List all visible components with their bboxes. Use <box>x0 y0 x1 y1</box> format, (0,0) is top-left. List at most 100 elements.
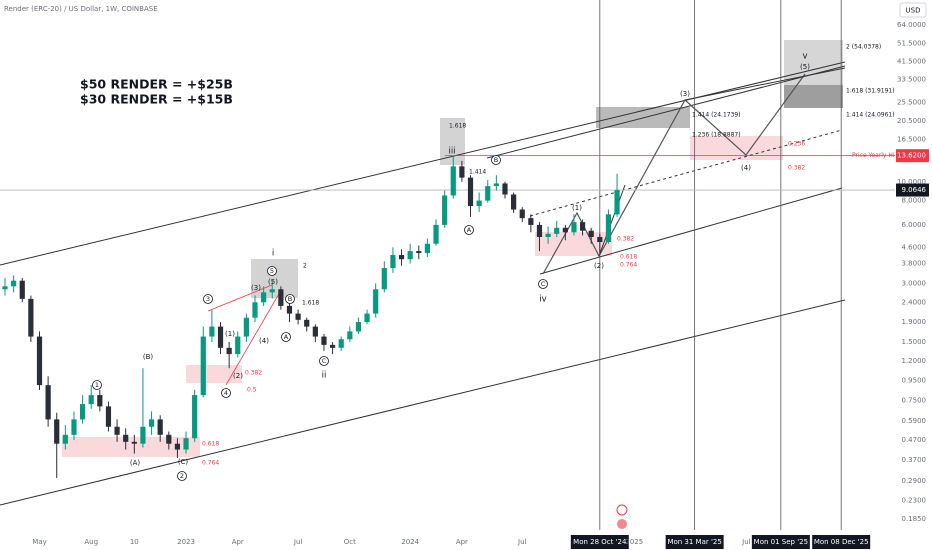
annotation: 1.618 (31.9191) <box>846 88 895 95</box>
annotation: (3) <box>680 90 690 98</box>
candle-body <box>390 255 396 269</box>
x-tick-label: 2023 <box>177 538 195 546</box>
annotation: i <box>272 249 274 259</box>
candle-body <box>502 183 508 195</box>
annotation: 1.618 <box>449 123 466 130</box>
y-tick-label: 41.5000 <box>897 58 926 66</box>
x-tick-label: Aug <box>84 538 98 546</box>
chart-title: Render (ERC-20) / US Dollar, 1W, COINBAS… <box>4 5 158 13</box>
x-tick-label: May <box>32 538 46 546</box>
candle-body <box>347 331 353 340</box>
annotation: v <box>802 52 807 62</box>
y-tick-label: 64.0000 <box>897 21 926 29</box>
y-tick-label: 6.0000 <box>902 221 927 229</box>
event-icon[interactable] <box>616 504 628 516</box>
annotation: (B) <box>143 353 154 361</box>
target-box <box>440 118 465 165</box>
candle-body <box>605 214 612 243</box>
x-tick-label: Mon 01 Sep '25 <box>754 538 808 546</box>
annotation: 2 <box>180 472 184 480</box>
wave-circle <box>491 155 501 165</box>
wave-circle <box>319 356 329 366</box>
x-tick-label: Mon 28 Oct '24 <box>573 538 627 546</box>
annotation: 2 <box>303 263 307 270</box>
date-marker <box>665 535 724 549</box>
projection-path <box>542 73 806 275</box>
annotation: C <box>322 357 327 365</box>
candle-body <box>140 426 146 444</box>
price-axis <box>895 0 932 550</box>
candle-body <box>174 443 181 450</box>
candle-body <box>433 224 439 244</box>
annotation: 0.764 <box>620 262 637 269</box>
candle-body <box>571 222 577 233</box>
candle-body <box>71 419 77 435</box>
candle-body <box>597 236 603 243</box>
candle-body <box>19 280 25 299</box>
candle-body <box>200 336 206 396</box>
candle-body <box>2 286 8 290</box>
candle-body <box>88 395 94 405</box>
y-tick-label: 10.0000 <box>897 178 926 186</box>
candle-body <box>476 200 482 207</box>
candle-body <box>304 319 310 327</box>
candle-body <box>398 255 405 260</box>
channel-line <box>0 299 846 506</box>
annotation: 1.618 <box>302 300 319 307</box>
candle-body <box>519 209 525 219</box>
annotation: (A) <box>130 459 141 467</box>
fib-zone <box>690 136 783 160</box>
currency-button[interactable] <box>899 2 927 18</box>
candle-body <box>416 251 422 254</box>
wave-line <box>225 291 281 386</box>
candle-body <box>528 218 534 225</box>
candle-body <box>278 289 284 306</box>
wave-circle <box>92 380 102 390</box>
candle-body <box>364 313 370 323</box>
yearly-high-tag <box>896 149 929 163</box>
candle-body <box>28 298 34 337</box>
target-box <box>784 85 843 108</box>
candle-body <box>192 395 198 439</box>
candle-body <box>243 317 249 337</box>
candle-body <box>11 280 17 287</box>
candle-body <box>217 326 224 348</box>
candle-body <box>467 177 474 207</box>
y-tick-label: 0.2900 <box>902 477 927 485</box>
y-tick-label: 16.5000 <box>897 135 926 143</box>
annotation: A <box>467 226 472 234</box>
candle-body <box>321 336 327 345</box>
x-tick-label: Apr <box>232 538 244 546</box>
candle-body <box>442 195 448 225</box>
drawings <box>0 0 895 530</box>
candle-body <box>493 183 499 187</box>
y-tick-label: 1.2000 <box>902 357 927 365</box>
y-tick-label: 2.4000 <box>902 298 927 306</box>
y-tick-label: 3.0000 <box>902 279 927 287</box>
x-tick-label: Mon 31 Mar '25 <box>667 538 721 546</box>
candle-body <box>579 222 586 231</box>
candle-body <box>252 302 258 318</box>
annotation: 0.236 <box>788 141 805 148</box>
fib-zone <box>186 365 242 383</box>
date-marker <box>812 535 871 549</box>
date-marker <box>570 535 629 549</box>
y-tick-label: 51.5000 <box>897 39 926 47</box>
candle-body <box>148 419 155 427</box>
wave-circle <box>281 332 291 342</box>
annotation: (1) <box>225 330 235 338</box>
annotation: 1.414 (24.1739) <box>692 112 741 119</box>
currency[interactable]: USD <box>906 7 921 15</box>
y-tick-label: 20.5000 <box>897 117 926 125</box>
x-tick-label: 2024 <box>401 538 419 546</box>
y-tick-label: 25.5000 <box>897 99 926 107</box>
y-tick-label: 0.3700 <box>902 456 927 464</box>
y-tick-label: 1.9000 <box>902 318 927 326</box>
wave-line <box>684 67 846 101</box>
wave-circle <box>177 471 187 481</box>
wave-circle <box>464 225 474 235</box>
event-icon[interactable] <box>617 519 627 529</box>
annotation: $50 RENDER = +$25B <box>80 77 233 92</box>
